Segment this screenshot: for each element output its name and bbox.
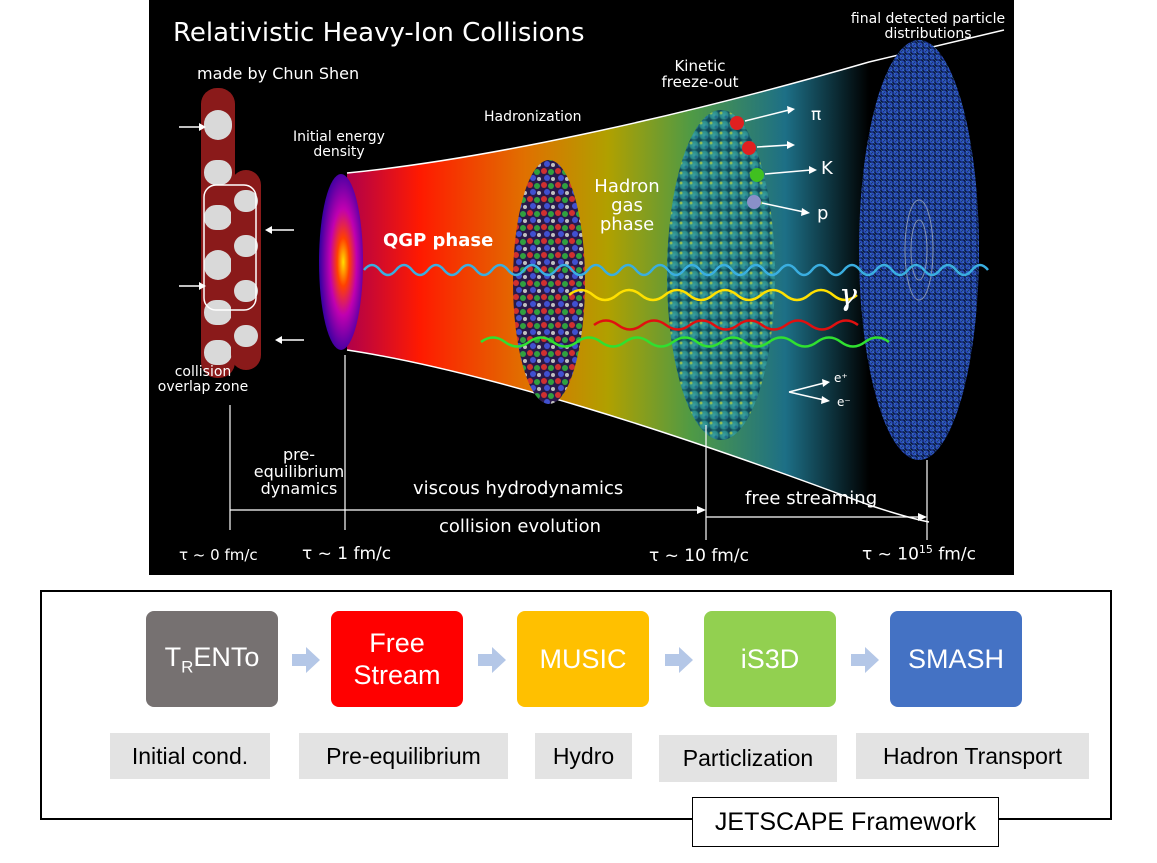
flow-arrow-icon bbox=[665, 647, 693, 673]
caption-initial-cond: Initial cond. bbox=[110, 733, 270, 779]
positron-label: e⁺ bbox=[834, 371, 848, 385]
initial-density-label: Initial energy density bbox=[293, 129, 385, 160]
stage-is3d: iS3D bbox=[704, 611, 836, 707]
proton-label: p bbox=[817, 203, 829, 224]
time-0-label: τ ~ 0 fm/c bbox=[179, 546, 258, 564]
photon-label: γ bbox=[839, 278, 857, 313]
diagram-title: Relativistic Heavy-Ion Collisions bbox=[173, 18, 585, 48]
final-distributions-label: final detected particle distributions bbox=[850, 11, 1006, 42]
hadronization-label: Hadronization bbox=[484, 109, 582, 125]
caption-pre-equilibrium: Pre-equilibrium bbox=[299, 733, 508, 779]
stage-trento: TRENTo bbox=[146, 611, 278, 707]
time-10-label: τ ~ 10 fm/c bbox=[649, 546, 749, 566]
caption-particlization: Particlization bbox=[659, 735, 837, 782]
flow-arrow-icon bbox=[292, 647, 320, 673]
caption-hadron-transport: Hadron Transport bbox=[856, 733, 1089, 779]
pre-equilibrium-label: pre-equilibrium dynamics bbox=[253, 445, 345, 498]
heavy-ion-collision-illustration: Relativistic Heavy-Ion Collisions made b… bbox=[149, 0, 1014, 575]
flow-arrow-icon bbox=[851, 647, 879, 673]
collision-evolution-label: collision evolution bbox=[439, 516, 602, 537]
free-streaming-label: free streaming bbox=[745, 488, 878, 509]
stage-smash: SMASH bbox=[890, 611, 1022, 707]
diagram-credit: made by Chun Shen bbox=[197, 64, 360, 83]
viscous-hydro-label: viscous hydrodynamics bbox=[413, 478, 624, 499]
caption-hydro: Hydro bbox=[535, 733, 632, 779]
illustration-graphics bbox=[179, 29, 1005, 540]
stage-free-stream: Free Stream bbox=[331, 611, 463, 707]
kaon-label: K bbox=[821, 158, 833, 179]
qgp-phase-label: QGP phase bbox=[383, 230, 494, 251]
time-1e15-label: τ ~ 1015 fm/c bbox=[862, 543, 976, 565]
jetscape-framework-label: JETSCAPE Framework bbox=[692, 797, 999, 847]
pion-label: π bbox=[811, 105, 822, 125]
flow-arrow-icon bbox=[478, 647, 506, 673]
electron-label: e⁻ bbox=[837, 395, 851, 409]
hadron-gas-label: Hadron gas phase bbox=[594, 176, 660, 235]
collision-zone-label: collision overlap zone bbox=[157, 364, 249, 395]
time-1-label: τ ~ 1 fm/c bbox=[302, 544, 392, 564]
stage-music: MUSIC bbox=[517, 611, 649, 707]
jetscape-framework-box bbox=[40, 590, 1112, 820]
kinetic-freeze-out-label: Kinetic freeze-out bbox=[661, 57, 739, 91]
